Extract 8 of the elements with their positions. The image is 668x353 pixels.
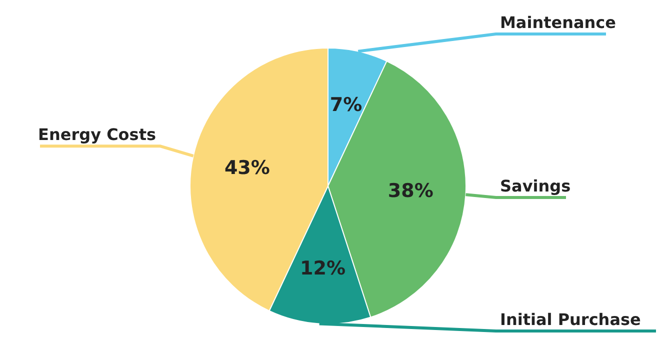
slice-label: Initial Purchase (500, 310, 642, 329)
slice-label: Energy Costs (38, 125, 156, 144)
data-label: 7% (330, 94, 362, 116)
slice-label: Savings (500, 176, 571, 196)
data-label: 38% (388, 180, 434, 202)
data-label: 12% (300, 258, 346, 280)
data-label: 43% (224, 156, 270, 179)
slice-label: Maintenance (500, 13, 616, 32)
